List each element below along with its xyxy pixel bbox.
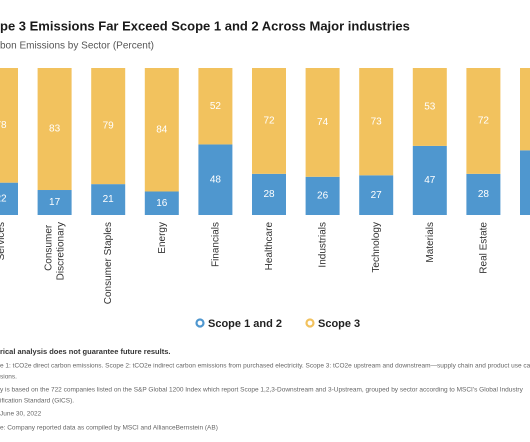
value-label: 22	[0, 193, 7, 204]
bar-segment	[0, 68, 18, 183]
value-label: 16	[156, 198, 168, 209]
footnote: ification Standard (GICS).	[0, 398, 74, 405]
bar-segment	[359, 175, 394, 215]
x-tick-label: Materials	[424, 222, 435, 263]
bar-segment	[37, 190, 72, 215]
bar-segment	[466, 68, 501, 174]
x-tick-label: Industrials	[317, 222, 328, 268]
legend-label: Scope 1 and 2	[208, 318, 282, 330]
bar-segment	[91, 184, 126, 215]
footnote: June 30, 2022	[0, 411, 42, 418]
value-label: 53	[424, 102, 436, 113]
value-label: 26	[317, 191, 329, 202]
bar-segment	[252, 173, 286, 215]
bar-segment	[91, 68, 126, 185]
bar-segment	[198, 68, 233, 145]
x-tick-label: Consumer Staples	[103, 222, 114, 304]
chart-subtitle: bon Emissions by Sector (Percent)	[0, 41, 154, 52]
value-label: 17	[49, 197, 61, 208]
value-label: 48	[210, 174, 222, 185]
bar-segment	[0, 182, 18, 215]
value-label: 72	[478, 116, 490, 127]
bar-segment	[520, 150, 530, 215]
value-label: 79	[103, 121, 115, 132]
footnote: e 1: tCO2e direct carbon emissions. Scop…	[0, 363, 530, 370]
value-label: 84	[156, 124, 168, 135]
x-tick-label: Technology	[371, 222, 382, 273]
value-label: 21	[103, 194, 115, 205]
legend-label: Scope 3	[318, 318, 360, 330]
x-tick-label: Healthcare	[264, 222, 275, 271]
value-label: 83	[49, 124, 61, 135]
value-label: 27	[371, 190, 383, 201]
bar-segment	[412, 145, 447, 215]
bar-segment	[252, 68, 286, 174]
bar-segment	[412, 68, 447, 146]
bar-segment	[144, 68, 179, 192]
value-label: 73	[371, 116, 383, 127]
x-tick-label: Financials	[210, 222, 221, 267]
footnote: y is based on the 722 companies listed o…	[0, 387, 524, 394]
value-label: 74	[317, 117, 329, 128]
bar-segment	[144, 191, 179, 215]
bar-segment	[359, 68, 394, 176]
footnote: sions.	[0, 374, 17, 381]
value-label: 78	[0, 120, 7, 131]
x-tick-label: Real Estate	[478, 222, 489, 274]
bar-segment	[37, 68, 72, 191]
legend-marker	[305, 318, 315, 328]
value-label: 28	[478, 189, 490, 200]
bar-segment	[520, 68, 530, 151]
x-tick-label: Consumer Discretionary	[43, 222, 66, 280]
footnote: rical analysis does not guarantee future…	[0, 347, 170, 356]
x-tick-label: Energy	[156, 222, 167, 254]
bar-segment	[466, 173, 501, 215]
x-tick-label: Services	[0, 222, 7, 260]
value-label: 52	[210, 101, 222, 112]
bar-segment	[305, 176, 340, 215]
bar-segment	[305, 68, 340, 177]
value-label: 72	[263, 116, 275, 127]
value-label: 47	[424, 175, 436, 186]
value-label: 28	[263, 189, 275, 200]
legend-marker	[195, 318, 205, 328]
footnote: e: Company reported data as compiled by …	[0, 425, 218, 432]
bar-segment	[198, 144, 233, 215]
chart-title: pe 3 Emissions Far Exceed Scope 1 and 2 …	[0, 18, 410, 33]
